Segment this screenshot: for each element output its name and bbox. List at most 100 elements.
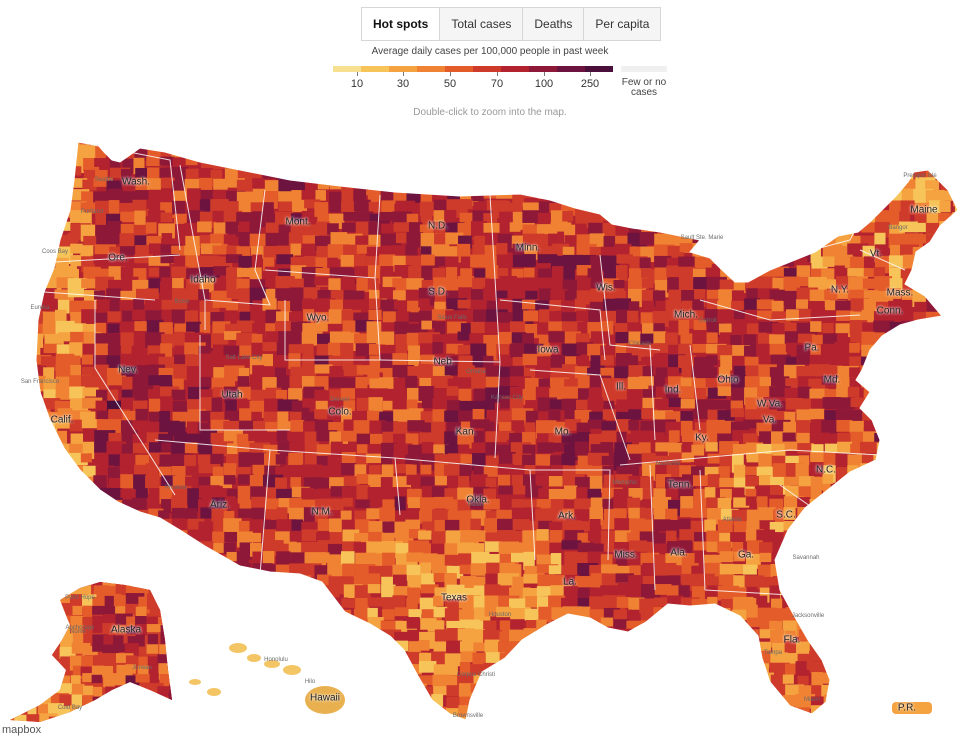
county-cell[interactable] — [381, 442, 397, 459]
county-cell[interactable] — [431, 145, 444, 157]
county-cell[interactable] — [639, 155, 655, 166]
county-cell[interactable] — [938, 543, 951, 554]
county-cell[interactable] — [668, 430, 680, 443]
county-cell[interactable] — [641, 323, 655, 337]
county-cell[interactable] — [835, 397, 855, 410]
county-cell[interactable] — [537, 322, 550, 335]
county-cell[interactable] — [951, 419, 971, 435]
county-cell[interactable] — [874, 364, 887, 382]
county-cell[interactable] — [406, 399, 418, 410]
county-cell[interactable] — [485, 365, 500, 379]
county-cell[interactable] — [356, 365, 375, 375]
county-cell[interactable] — [654, 619, 674, 630]
county-cell[interactable] — [928, 597, 944, 609]
county-cell[interactable] — [679, 243, 695, 253]
county-cell[interactable] — [600, 554, 613, 572]
county-cell[interactable] — [576, 487, 588, 505]
county-cell[interactable] — [771, 608, 787, 621]
county-cell[interactable] — [356, 156, 375, 173]
county-cell[interactable] — [847, 465, 859, 476]
county-cell[interactable] — [70, 521, 85, 535]
county-cell[interactable] — [315, 321, 333, 332]
county-cell[interactable] — [446, 386, 459, 396]
county-cell[interactable] — [886, 397, 908, 409]
county-cell[interactable] — [759, 552, 772, 563]
county-cell[interactable] — [707, 474, 720, 488]
county-cell[interactable] — [574, 697, 595, 712]
county-cell[interactable] — [211, 333, 229, 349]
county-cell[interactable] — [887, 498, 899, 514]
county-cell[interactable] — [187, 543, 199, 563]
county-cell[interactable] — [653, 136, 666, 146]
county-cell[interactable] — [953, 397, 965, 410]
county-cell[interactable] — [641, 408, 658, 419]
county-cell[interactable] — [603, 607, 621, 620]
county-cell[interactable] — [121, 376, 134, 392]
county-cell[interactable] — [25, 676, 39, 692]
county-cell[interactable] — [237, 386, 251, 400]
county-cell[interactable] — [692, 409, 709, 419]
county-cell[interactable] — [395, 620, 417, 633]
county-cell[interactable] — [160, 397, 174, 414]
county-cell[interactable] — [913, 343, 926, 360]
county-cell[interactable] — [824, 443, 840, 454]
county-cell[interactable] — [524, 696, 547, 712]
county-cell[interactable] — [238, 452, 251, 470]
county-cell[interactable] — [795, 521, 809, 539]
county-cell[interactable] — [836, 486, 856, 506]
county-cell[interactable] — [694, 455, 715, 466]
county-cell[interactable] — [719, 245, 732, 258]
county-cell[interactable] — [707, 596, 718, 608]
county-cell[interactable] — [70, 243, 83, 254]
county-cell[interactable] — [743, 564, 757, 575]
county-cell[interactable] — [589, 411, 607, 423]
county-cell[interactable] — [41, 607, 58, 626]
county-cell[interactable] — [184, 442, 198, 454]
county-cell[interactable] — [758, 180, 771, 194]
county-cell[interactable] — [213, 543, 225, 553]
county-cell[interactable] — [108, 279, 122, 291]
county-cell[interactable] — [681, 697, 698, 711]
county-cell[interactable] — [719, 222, 731, 235]
county-cell[interactable] — [249, 574, 272, 592]
county-cell[interactable] — [146, 696, 157, 708]
county-cell[interactable] — [109, 134, 125, 147]
county-cell[interactable] — [185, 696, 198, 710]
county-cell[interactable] — [250, 389, 268, 404]
county-cell[interactable] — [301, 136, 313, 151]
county-cell[interactable] — [81, 486, 97, 499]
county-cell[interactable] — [757, 719, 771, 737]
county-cell[interactable] — [184, 146, 200, 159]
county-cell[interactable] — [719, 477, 740, 488]
county-cell[interactable] — [496, 530, 516, 545]
county-cell[interactable] — [887, 510, 903, 521]
county-cell[interactable] — [161, 233, 173, 250]
county-cell[interactable] — [211, 586, 224, 596]
county-cell[interactable] — [224, 708, 245, 725]
county-cell[interactable] — [55, 388, 72, 400]
county-cell[interactable] — [718, 212, 736, 229]
county-cell[interactable] — [952, 553, 967, 565]
county-cell[interactable] — [889, 552, 911, 567]
county-cell[interactable] — [795, 661, 807, 676]
county-cell[interactable] — [304, 618, 322, 631]
county-cell[interactable] — [149, 606, 161, 615]
county-cell[interactable] — [811, 630, 828, 643]
county-cell[interactable] — [288, 344, 310, 354]
county-cell[interactable] — [161, 309, 181, 320]
county-cell[interactable] — [498, 707, 518, 724]
county-cell[interactable] — [406, 474, 420, 485]
county-cell[interactable] — [160, 212, 173, 223]
county-cell[interactable] — [184, 245, 200, 258]
county-cell[interactable] — [902, 552, 923, 572]
county-cell[interactable] — [277, 441, 292, 457]
county-cell[interactable] — [705, 706, 717, 716]
county-cell[interactable] — [134, 210, 146, 227]
county-cell[interactable] — [588, 675, 605, 692]
county-cell[interactable] — [44, 333, 64, 346]
county-cell[interactable] — [627, 696, 642, 714]
county-cell[interactable] — [367, 629, 384, 645]
county-cell[interactable] — [551, 136, 572, 154]
county-cell[interactable] — [798, 177, 814, 196]
county-cell[interactable] — [901, 299, 913, 316]
